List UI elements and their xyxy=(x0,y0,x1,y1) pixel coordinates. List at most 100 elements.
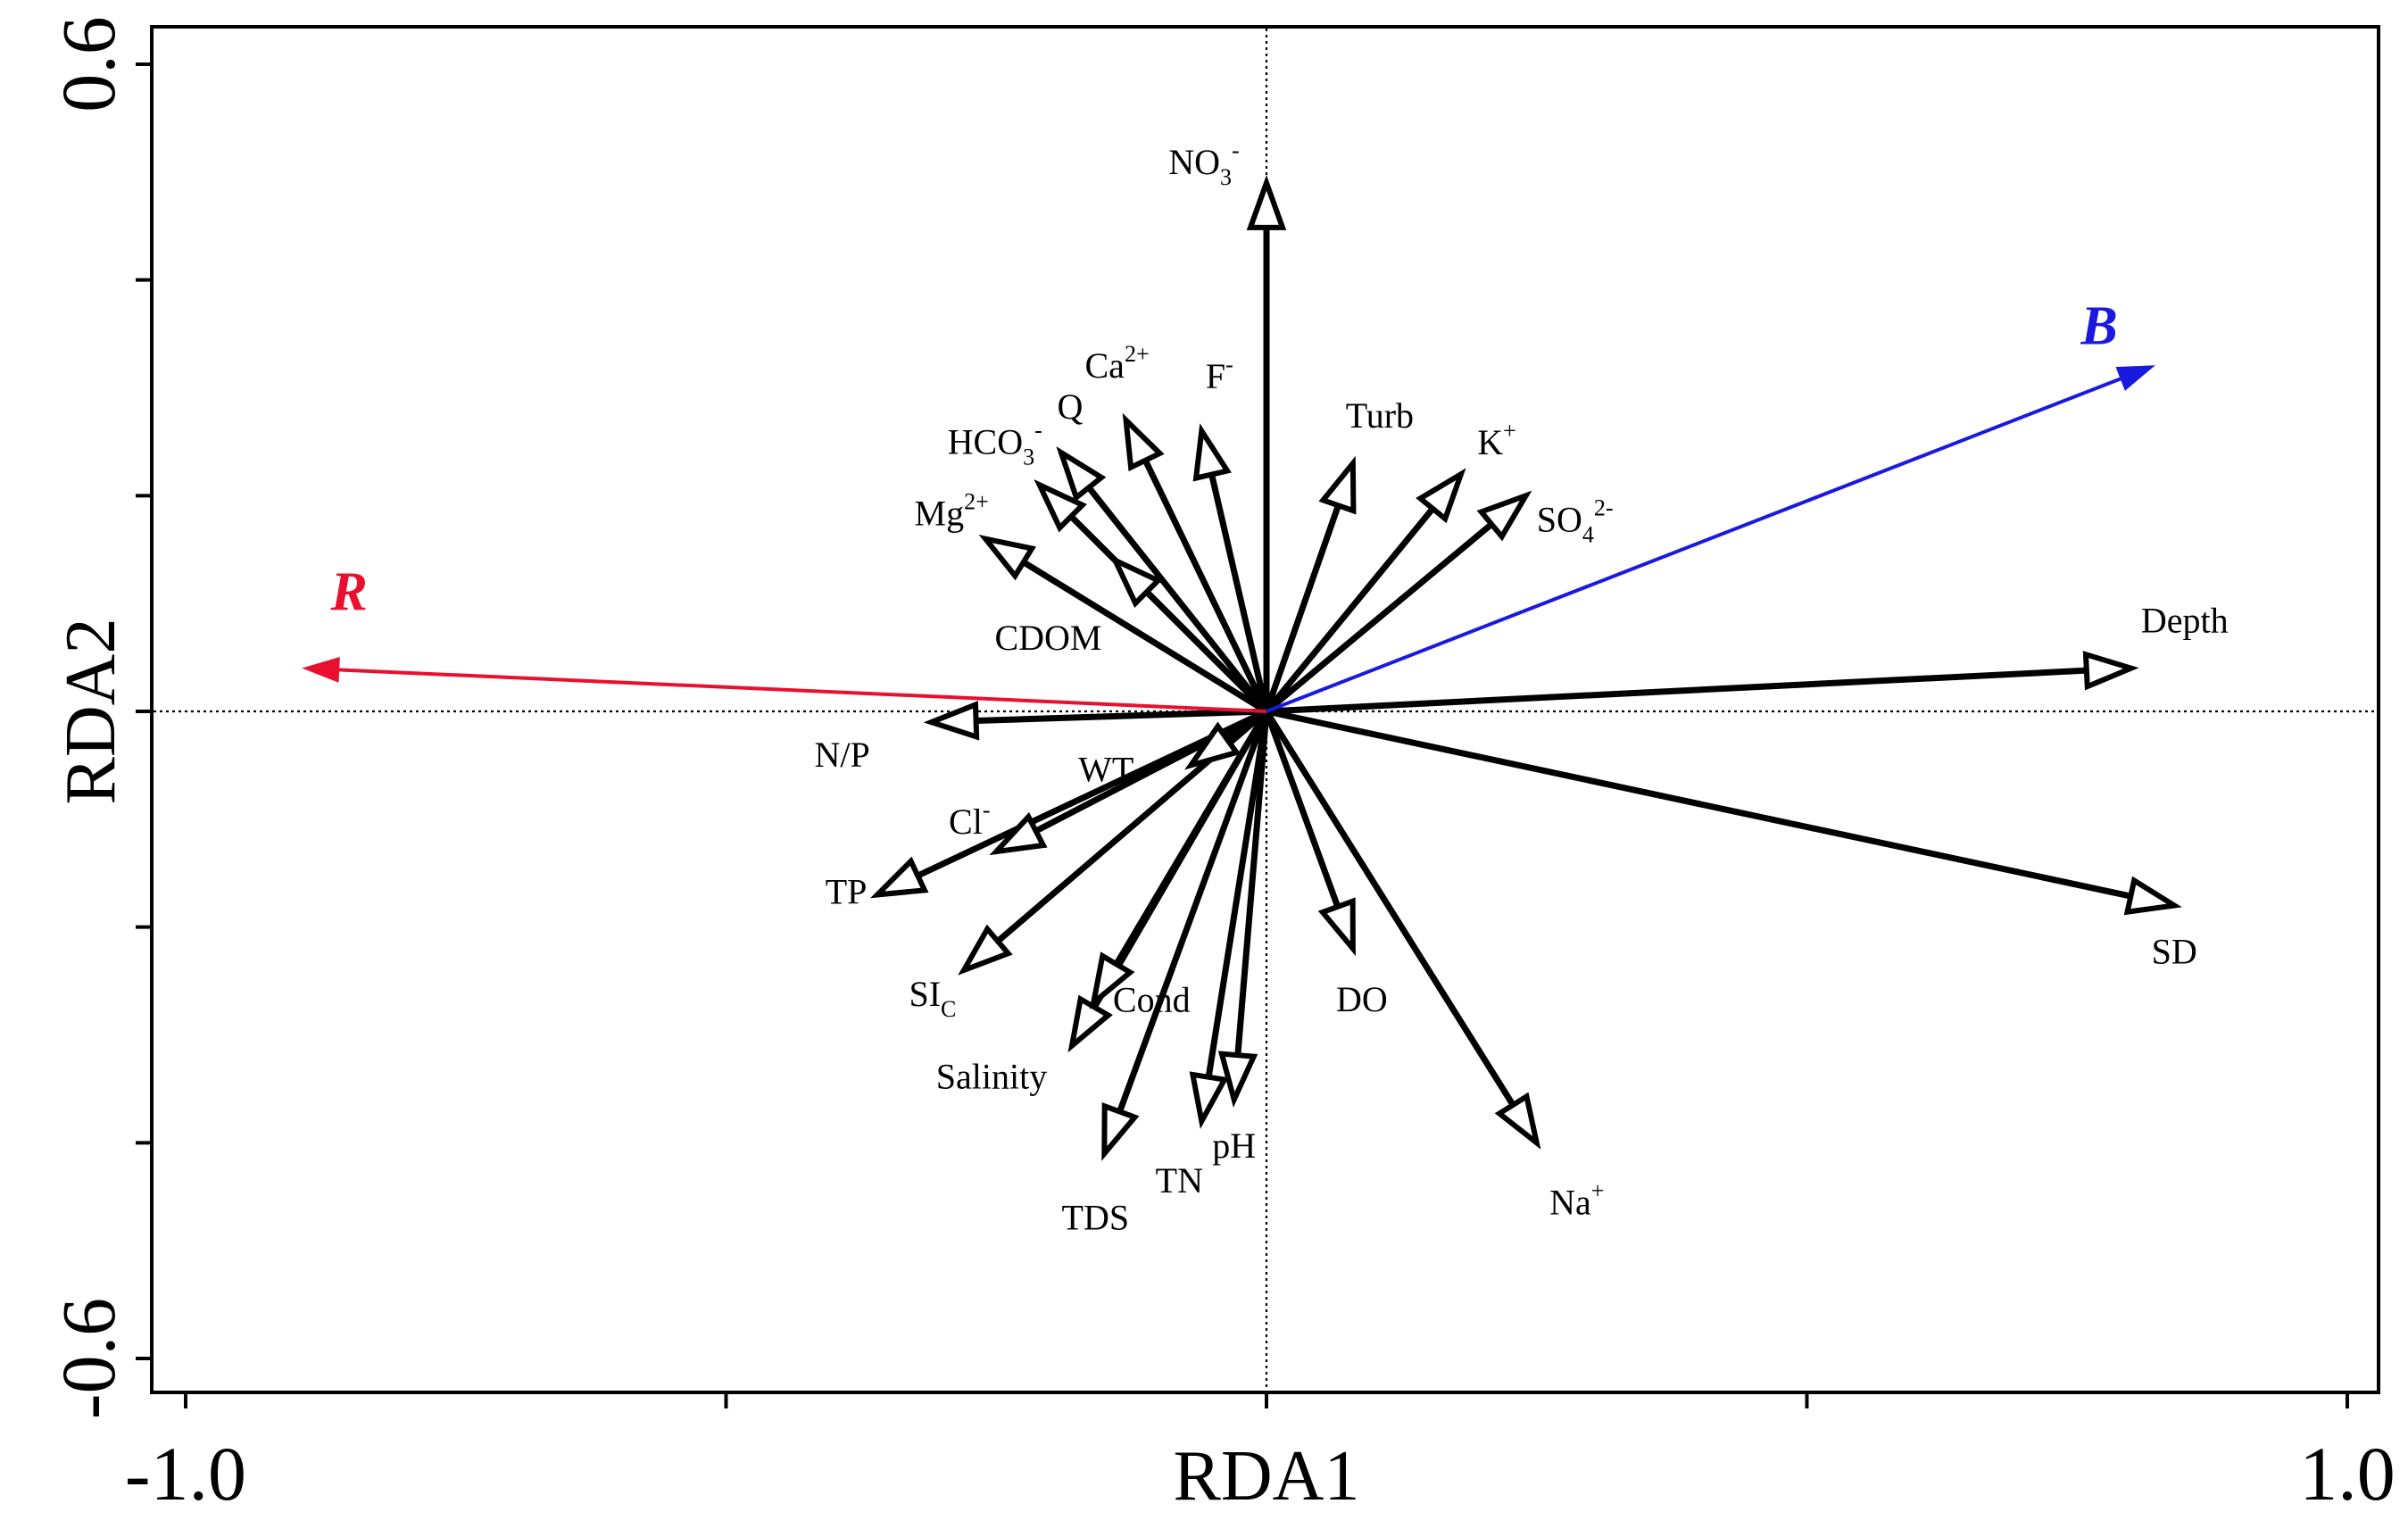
bio-vector-arrowhead xyxy=(302,657,340,683)
label-text: HCO xyxy=(948,421,1023,461)
vector-shaft xyxy=(1020,559,1270,715)
vector-TDS xyxy=(1101,708,1270,1161)
x-tick-label-max: 1.0 xyxy=(2299,1431,2396,1516)
vector-shaft xyxy=(1263,502,1341,715)
vector-arrowhead xyxy=(870,856,929,899)
vector-arrowhead xyxy=(1067,994,1113,1053)
x-tick-label-min: -1.0 xyxy=(125,1431,246,1516)
vector-arrowhead xyxy=(1122,412,1165,472)
label-Depth: Depth xyxy=(2141,601,2229,641)
bio-vector-R xyxy=(302,657,1267,713)
x-axis-title: RDA1 xyxy=(1174,1437,1360,1516)
label-text: Na xyxy=(1549,1182,1591,1222)
label-superscript: 2+ xyxy=(964,489,989,515)
vector-shaft xyxy=(1263,520,1495,715)
bio-label-B: B xyxy=(2080,295,2117,356)
vector-shaft xyxy=(1117,708,1270,1115)
label-superscript: 2+ xyxy=(1125,341,1150,367)
vector-SD xyxy=(1263,708,2182,916)
label-Cond: Cond xyxy=(1113,979,1191,1019)
bio-label-R: R xyxy=(330,562,368,623)
vector-shaft xyxy=(973,708,1270,724)
label-superscript: - xyxy=(983,797,991,823)
vector-Na+ xyxy=(1263,708,1541,1150)
label-Cl-: Cl- xyxy=(949,797,990,842)
vector-CDOM xyxy=(1109,554,1270,715)
vector-F- xyxy=(1192,423,1270,715)
label-superscript: + xyxy=(1503,418,1516,444)
vector-Depth xyxy=(1263,651,2139,715)
label-Mg2+: Mg2+ xyxy=(915,489,989,534)
y-tick-label-min: -0.6 xyxy=(46,1298,131,1419)
label-SO42-: SO42- xyxy=(1537,494,1614,547)
label-text: Q xyxy=(1057,386,1083,427)
label-subscript: 3 xyxy=(1220,164,1232,190)
label-text: pH xyxy=(1212,1126,1256,1166)
label-subscript: 4 xyxy=(1582,521,1594,547)
vector-arrowhead xyxy=(2082,651,2139,691)
label-SIC: SIC xyxy=(909,974,956,1022)
vector-arrowhead xyxy=(1101,1101,1140,1161)
label-text: Ca xyxy=(1085,345,1125,386)
vector-arrowhead xyxy=(1184,721,1241,770)
vector-arrowhead xyxy=(1192,423,1232,482)
vector-arrowhead xyxy=(1318,455,1357,515)
vector-NO3- xyxy=(1246,175,1287,715)
vector-Turb xyxy=(1263,455,1357,715)
label-WT: WT xyxy=(1078,749,1133,789)
vector-arrowhead xyxy=(1034,478,1087,533)
vector-shaft xyxy=(1263,708,1516,1109)
label-HCO3-: HCO3- xyxy=(948,417,1042,469)
label-text: TN xyxy=(1156,1160,1203,1201)
vector-shaft xyxy=(1113,708,1270,968)
vector-arrowhead xyxy=(958,924,1013,976)
label-text: WT xyxy=(1078,749,1133,789)
vector-arrowhead xyxy=(989,811,1048,856)
biological-vectors xyxy=(302,365,2155,713)
label-text: SO xyxy=(1537,499,1582,539)
label-superscript: + xyxy=(1591,1177,1605,1203)
vector-pH xyxy=(1217,708,1270,1108)
bio-vector-B xyxy=(1266,365,2155,713)
label-SD: SD xyxy=(2152,932,2197,972)
label-superscript: - xyxy=(1232,137,1240,163)
vector-K+ xyxy=(1263,468,1466,715)
vector-Ca2+ xyxy=(1122,412,1270,715)
label-text: Salinity xyxy=(936,1057,1047,1097)
vector-shaft xyxy=(1263,708,2134,900)
label-text: Mg xyxy=(915,494,965,534)
label-text: DO xyxy=(1336,979,1388,1019)
vector-shaft xyxy=(1234,708,1270,1059)
vector-arrowhead xyxy=(978,535,1036,581)
label-N/P: N/P xyxy=(814,735,869,775)
vector-Mg2+ xyxy=(978,535,1270,715)
vector-arrowhead xyxy=(1217,1051,1258,1108)
vector-shaft xyxy=(1142,457,1270,715)
label-text: SI xyxy=(909,974,941,1014)
vector-arrowhead xyxy=(2123,876,2182,916)
label-CDOM: CDOM xyxy=(994,618,1101,658)
label-text: Depth xyxy=(2141,601,2229,641)
label-text: N/P xyxy=(814,735,869,775)
label-text: Turb xyxy=(1346,395,1414,436)
vector-Cond xyxy=(1089,708,1270,1009)
label-text: TDS xyxy=(1062,1197,1130,1237)
label-Ca2+: Ca2+ xyxy=(1085,341,1150,386)
label-text: SD xyxy=(2152,932,2197,972)
label-text: TP xyxy=(826,871,868,911)
label-DO: DO xyxy=(1336,979,1388,1019)
label-NO3-: NO3- xyxy=(1168,137,1239,190)
label-Salinity: Salinity xyxy=(936,1057,1047,1097)
label-TN: TN xyxy=(1156,1160,1203,1201)
vector-WT xyxy=(1184,708,1270,770)
vector-shaft xyxy=(1208,471,1270,715)
label-F-: F- xyxy=(1206,352,1233,396)
vector-Q xyxy=(1056,446,1270,715)
vector-shaft xyxy=(1085,484,1270,715)
label-subscript: 3 xyxy=(1023,444,1034,469)
y-axis-title: RDA2 xyxy=(52,619,130,805)
bio-vector-shaft xyxy=(1266,377,2122,713)
label-pH: pH xyxy=(1212,1126,1256,1166)
bio-vector-arrowhead xyxy=(2115,365,2155,391)
vector-arrowhead xyxy=(1494,1092,1541,1150)
